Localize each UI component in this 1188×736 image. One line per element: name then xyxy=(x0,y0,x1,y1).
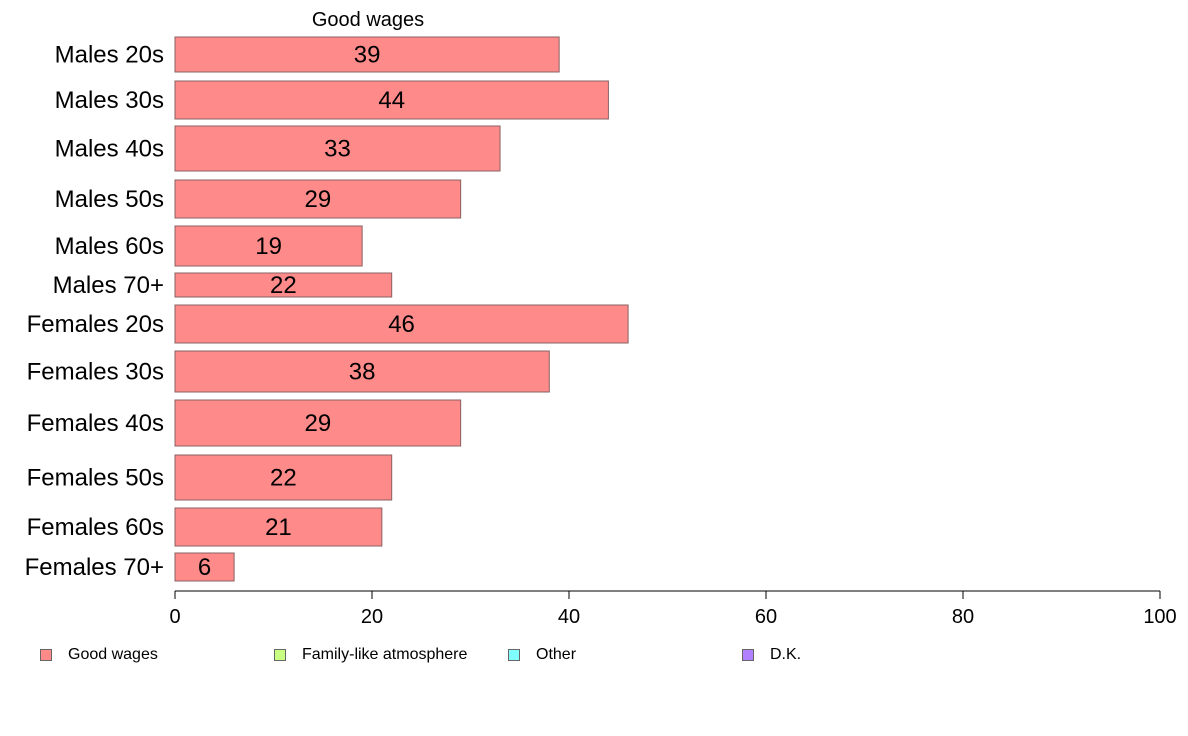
x-tick-label-100: 100 xyxy=(1143,606,1176,628)
value-label-males-40s: 33 xyxy=(324,136,351,163)
category-label-females-20s: Females 20s xyxy=(27,311,164,338)
value-label-males-70plus: 22 xyxy=(270,272,297,299)
category-label-females-60s: Females 60s xyxy=(27,514,164,541)
bar-males-60s xyxy=(174,225,363,267)
bar-males-70plus xyxy=(174,272,393,298)
category-label-males-70plus: Males 70+ xyxy=(53,272,164,299)
category-label-females-50s: Females 50s xyxy=(27,465,164,492)
legend-label-good-wages: Good wages xyxy=(68,646,158,663)
category-label-males-60s: Males 60s xyxy=(55,233,164,260)
bar-females-40s xyxy=(174,399,462,447)
legend-item-dk: D.K. xyxy=(742,644,801,666)
chart-title: Good wages xyxy=(312,9,424,31)
value-label-females-70plus: 6 xyxy=(198,554,211,581)
category-label-males-20s: Males 20s xyxy=(55,42,164,69)
category-label-females-30s: Females 30s xyxy=(27,359,164,386)
x-tick-label-20: 20 xyxy=(361,606,383,628)
legend-swatch-good-wages xyxy=(40,649,52,661)
x-tick-label-40: 40 xyxy=(558,606,580,628)
bar-males-30s xyxy=(174,80,609,120)
category-label-males-30s: Males 30s xyxy=(55,87,164,114)
value-label-males-20s: 39 xyxy=(354,42,381,69)
bar-males-40s xyxy=(174,125,501,172)
bar-females-70plus xyxy=(174,552,235,582)
legend-swatch-dk xyxy=(742,649,754,661)
legend-swatch-other xyxy=(508,649,520,661)
value-label-males-60s: 19 xyxy=(255,233,282,260)
bar-females-30s xyxy=(174,350,550,393)
value-label-females-30s: 38 xyxy=(349,359,376,386)
category-label-females-70plus: Females 70+ xyxy=(25,554,164,581)
legend-item-other: Other xyxy=(508,644,576,666)
category-label-females-40s: Females 40s xyxy=(27,410,164,437)
x-tick-label-80: 80 xyxy=(952,606,974,628)
value-label-females-50s: 22 xyxy=(270,465,297,492)
legend-item-good-wages: Good wages xyxy=(40,644,158,666)
value-label-females-20s: 46 xyxy=(388,311,415,338)
x-axis: 0 20 40 60 80 100 xyxy=(169,590,1177,628)
legend-label-family-like-atmosphere: Family-like atmosphere xyxy=(302,646,468,663)
value-label-males-30s: 44 xyxy=(378,87,405,114)
legend-label-other: Other xyxy=(536,646,577,663)
bars-group: Males 20s 39 Males 30s 44 Males 40s 33 Males 5… xyxy=(25,36,629,582)
category-label-males-40s: Males 40s xyxy=(55,136,164,163)
bar-males-50s xyxy=(174,179,462,219)
x-tick-label-0: 0 xyxy=(169,606,180,628)
legend-item-family-like-atmosphere: Family-like atmosphere xyxy=(274,644,467,666)
bar-females-20s xyxy=(174,304,629,344)
legend-label-dk: D.K. xyxy=(770,646,802,663)
x-tick-label-60: 60 xyxy=(755,606,777,628)
value-label-females-60s: 21 xyxy=(265,514,292,541)
legend: Good wages Family-like atmosphere Other … xyxy=(0,644,1188,668)
value-label-females-40s: 29 xyxy=(304,410,331,437)
category-label-males-50s: Males 50s xyxy=(55,186,164,213)
bar-males-20s xyxy=(174,36,560,73)
bar-females-60s xyxy=(174,507,383,547)
legend-swatch-family-like-atmosphere xyxy=(274,649,286,661)
bar-females-50s xyxy=(174,454,393,501)
value-label-males-50s: 29 xyxy=(304,186,331,213)
